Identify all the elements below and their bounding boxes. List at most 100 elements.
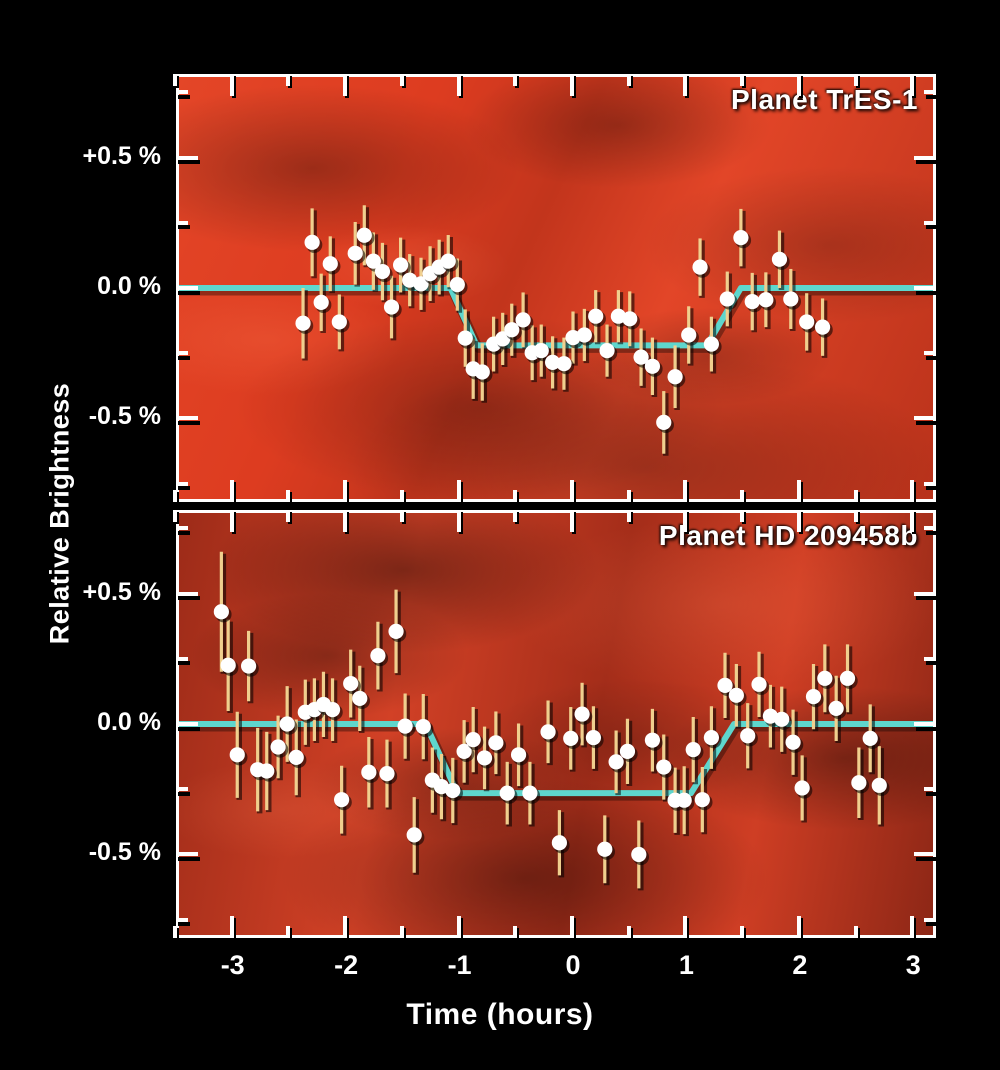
- x-tick-label: -2: [334, 950, 359, 980]
- x-tick-shadow: [231, 512, 236, 534]
- x-axis-tick: [683, 74, 688, 96]
- x-tick-shadow: [628, 512, 633, 524]
- x-tick-shadow: [912, 918, 917, 940]
- x-tick-shadow: [685, 76, 690, 98]
- data-point: [740, 728, 756, 744]
- data-point: [465, 732, 481, 748]
- data-point: [445, 782, 461, 799]
- x-tick-shadow: [401, 512, 406, 524]
- x-axis-tick: [513, 926, 518, 938]
- x-tick-shadow: [628, 76, 633, 88]
- y-axis-tick: [176, 155, 198, 160]
- x-tick-shadow: [401, 492, 406, 504]
- data-point: [488, 735, 504, 751]
- data-point: [644, 358, 661, 374]
- light-curve-plot-tres1: [176, 205, 936, 456]
- light-curve-plot-hd209458b: [176, 551, 936, 891]
- x-tick-label: 1: [678, 950, 694, 980]
- data-point: [313, 294, 329, 310]
- data-point: [599, 343, 615, 359]
- y-axis-tick: [924, 481, 936, 486]
- y-tick-shadow: [178, 94, 190, 99]
- y-tick-shadow: [916, 160, 938, 164]
- data-point: [515, 312, 531, 328]
- data-point: [785, 734, 801, 750]
- x-axis-tick: [796, 74, 801, 96]
- x-axis-tick: [626, 490, 631, 502]
- y-axis-tick: [914, 852, 936, 857]
- x-axis-tick: [286, 926, 291, 938]
- x-tick-shadow: [515, 492, 520, 504]
- x-axis-tick: [286, 74, 291, 86]
- x-axis-tick: [286, 510, 291, 522]
- y-axis-tick: [176, 591, 198, 596]
- y-tick-shadow: [178, 355, 190, 360]
- y-axis-tick: [924, 90, 936, 95]
- x-axis-tick: [910, 510, 915, 532]
- y-tick-label: -0.5 %: [88, 402, 161, 431]
- y-tick-shadow: [926, 530, 938, 535]
- y-tick-shadow: [916, 856, 938, 861]
- x-tick-shadow: [288, 512, 293, 524]
- x-axis-tick: [173, 510, 177, 522]
- x-tick-shadow: [288, 928, 293, 940]
- data-point: [213, 604, 229, 620]
- x-axis-tick: [570, 510, 574, 532]
- data-point: [556, 356, 572, 372]
- y-axis-tick: [176, 416, 198, 421]
- x-axis-tick: [229, 480, 234, 502]
- data-point: [694, 792, 710, 808]
- data-point: [449, 277, 465, 293]
- data-point: [499, 785, 515, 801]
- y-axis-tick: [176, 220, 188, 225]
- x-tick-shadow: [231, 482, 236, 504]
- data-point: [356, 227, 372, 243]
- x-tick-shadow: [572, 918, 576, 940]
- data-point: [588, 308, 604, 324]
- x-axis-tick: [796, 916, 801, 938]
- x-axis-tick: [456, 510, 461, 532]
- data-point: [751, 676, 767, 692]
- x-tick-shadow: [288, 76, 293, 88]
- data-point: [676, 792, 692, 808]
- data-point: [862, 730, 878, 746]
- x-axis-tick: [910, 74, 915, 96]
- x-tick-shadow: [458, 512, 463, 534]
- x-tick-shadow: [345, 482, 350, 504]
- data-point: [388, 623, 404, 639]
- x-axis-tick: [173, 74, 177, 86]
- data-point: [457, 330, 473, 346]
- data-point: [241, 658, 257, 674]
- x-axis-tick: [513, 490, 518, 502]
- data-point: [771, 251, 788, 267]
- y-tick-shadow: [916, 420, 938, 425]
- x-axis-tick: [910, 480, 915, 502]
- data-point: [783, 291, 799, 307]
- x-axis-tick: [456, 480, 461, 502]
- x-axis-tick: [399, 926, 404, 938]
- panel-title-hd209458b: Planet HD 209458b: [658, 520, 918, 551]
- x-tick-shadow: [855, 928, 860, 940]
- y-tick-label: 0.0 %: [97, 708, 161, 736]
- data-point: [347, 245, 363, 261]
- y-tick-shadow: [926, 922, 938, 927]
- x-tick-shadow: [515, 76, 520, 88]
- data-point: [576, 327, 592, 343]
- data-point: [288, 749, 304, 765]
- y-tick-shadow: [178, 596, 200, 600]
- data-point: [324, 702, 341, 718]
- x-tick-label: 2: [792, 950, 808, 980]
- x-tick-shadow: [458, 482, 463, 504]
- x-tick-shadow: [742, 512, 747, 524]
- data-point: [365, 253, 381, 269]
- y-axis-tick: [914, 416, 936, 421]
- x-tick-shadow: [685, 512, 690, 534]
- data-point: [334, 792, 350, 808]
- data-point: [259, 763, 275, 779]
- data-point: [383, 299, 400, 315]
- data-point: [551, 835, 567, 851]
- x-axis-tick: [683, 480, 688, 502]
- data-point: [719, 291, 735, 307]
- x-axis-tick: [173, 926, 177, 938]
- x-axis-tick: [683, 510, 688, 532]
